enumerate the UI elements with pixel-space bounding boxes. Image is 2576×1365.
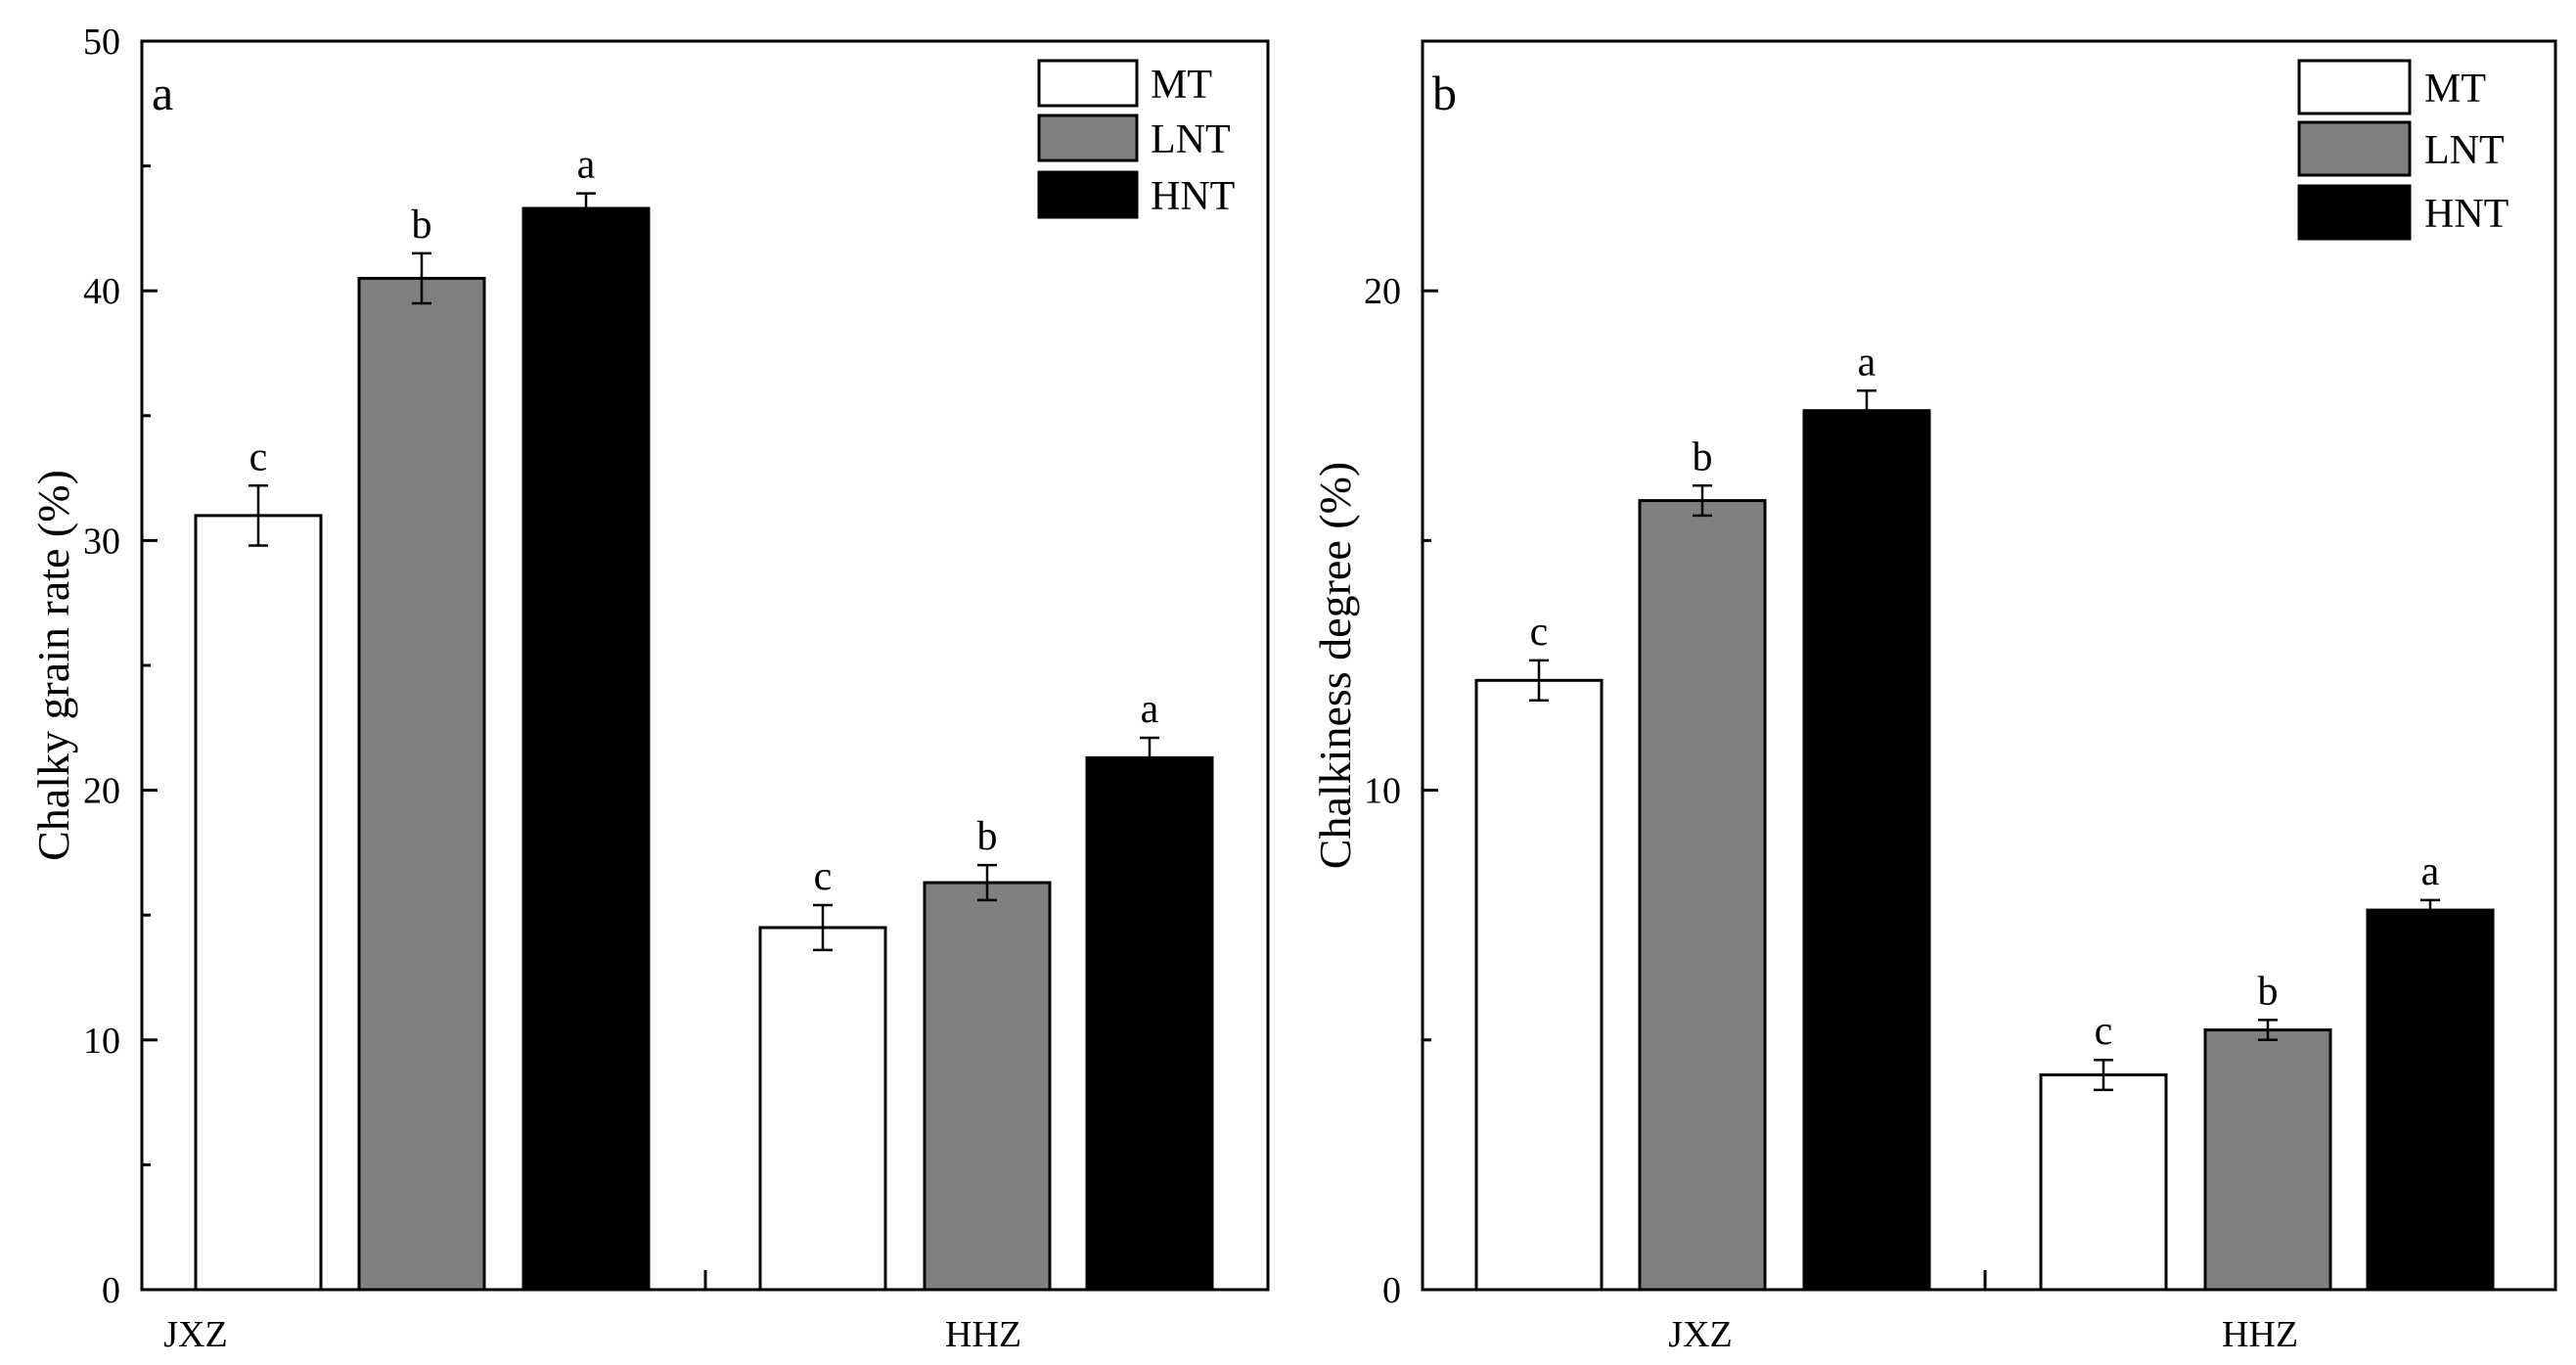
bar-HNT-HHZ: [1085, 755, 1214, 1292]
legend-swatch-HNT: [2297, 184, 2412, 241]
significance-label-MT-HHZ: c: [2095, 1009, 2113, 1054]
panel-label: a: [152, 66, 173, 120]
y-tick-label-30: 30: [83, 521, 120, 562]
significance-label-HNT-HHZ: a: [2421, 849, 2440, 894]
y-tick-label-20: 20: [83, 771, 120, 812]
bar-LNT-HHZ: [2203, 1028, 2332, 1292]
bar-LNT-JXZ: [1638, 499, 1767, 1292]
significance-label-LNT-JXZ: b: [412, 203, 432, 248]
panel-a-chart: c b a JXZ c b a HHZ 0 10 20 30 40 50 Chalky grain rate…: [28, 22, 1270, 1355]
y-tick-label-20: 20: [1364, 271, 1401, 312]
significance-label-LNT-JXZ: b: [1693, 434, 1713, 479]
significance-label-HNT-HHZ: a: [1141, 687, 1159, 732]
legend-label-LNT: LNT: [2424, 128, 2505, 173]
bar-LNT-HHZ: [923, 881, 1052, 1292]
bar-HNT-JXZ: [521, 206, 651, 1292]
legend-label-MT: MT: [1151, 63, 1212, 108]
bar-MT-JXZ: [194, 514, 323, 1292]
legend-label-LNT: LNT: [1151, 117, 1231, 162]
x-tick-label-HHZ: HHZ: [2222, 1314, 2298, 1355]
plot-frame: [1421, 39, 2557, 1292]
panel-b-chart: c b a JXZ c b a HHZ 0 10 20 Chalkiness degree (%) b M…: [1310, 39, 2557, 1355]
legend-label-MT: MT: [2424, 67, 2486, 112]
bar-LNT-JXZ: [357, 276, 486, 1292]
bar-HNT-HHZ: [2366, 908, 2495, 1292]
y-tick-label-50: 50: [83, 22, 120, 63]
x-tick-label-JXZ: JXZ: [163, 1314, 227, 1355]
legend-label-HNT: HNT: [2424, 192, 2508, 237]
significance-label-LNT-HHZ: b: [2258, 969, 2279, 1014]
significance-label-HNT-JXZ: a: [1858, 340, 1876, 385]
y-tick-label-0: 0: [1382, 1270, 1401, 1311]
x-tick-label-JXZ: JXZ: [1668, 1314, 1732, 1355]
legend-swatch-MT: [2297, 59, 2412, 115]
y-axis-label: Chalkiness degree (%): [1310, 462, 1360, 869]
legend-swatch-MT: [1037, 59, 1139, 108]
significance-label-MT-JXZ: c: [1530, 610, 1549, 655]
panel-label: b: [1432, 66, 1457, 120]
x-tick-label-HHZ: HHZ: [945, 1314, 1021, 1355]
legend-swatch-HNT: [1037, 170, 1139, 219]
y-tick-label-10: 10: [83, 1021, 120, 1062]
significance-label-MT-JXZ: c: [249, 434, 268, 479]
y-tick-label-40: 40: [83, 271, 120, 312]
legend-swatch-LNT: [2297, 120, 2412, 177]
y-axis-label: Chalky grain rate (%): [28, 470, 78, 861]
bar-MT-HHZ: [758, 926, 887, 1292]
legend-swatch-LNT: [1037, 114, 1139, 162]
significance-label-LNT-HHZ: b: [977, 814, 998, 859]
y-tick-label-10: 10: [1364, 771, 1401, 812]
bar-HNT-JXZ: [1802, 409, 1931, 1292]
bar-MT-HHZ: [2039, 1073, 2168, 1292]
bar-MT-JXZ: [1474, 678, 1604, 1292]
y-tick-label-0: 0: [102, 1270, 120, 1311]
significance-label-MT-HHZ: c: [814, 854, 833, 899]
significance-label-HNT-JXZ: a: [577, 143, 596, 188]
legend-label-HNT: HNT: [1151, 174, 1235, 219]
